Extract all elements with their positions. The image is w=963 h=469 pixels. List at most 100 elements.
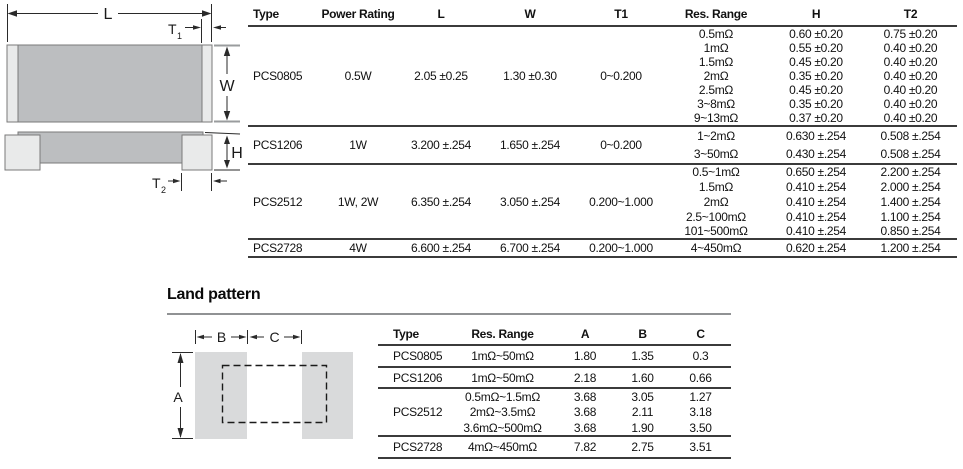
chip-top-view	[6, 44, 213, 123]
h-cell: 0.410 ±.254	[785, 179, 846, 194]
h-label: H	[231, 145, 243, 162]
t2-cell: 0.508 ±.254	[880, 147, 941, 161]
terminal-right	[181, 134, 213, 171]
t1-cell: 0.200~1.000	[589, 241, 653, 255]
spec-row: 1.5mΩ 0.45 ±0.20 0.40 ±0.20	[248, 55, 957, 69]
range-cell: 0.5mΩ~1.5mΩ	[464, 389, 540, 404]
h-cell: 0.60 ±0.20	[789, 27, 843, 41]
type-cell: PCS2728	[393, 440, 443, 454]
spec-header-type: Type	[248, 0, 316, 27]
b-cell: 1.90	[631, 420, 654, 435]
t2-cell: 2.200 ±.254	[880, 165, 941, 179]
land-row: PCS0805 1mΩ~50mΩ 1.80 1.35 0.3	[378, 345, 731, 367]
w-cell: 3.050 ±.254	[499, 194, 560, 209]
spec-row: 1.5mΩ 0.410 ±.254 2.000 ±.254	[248, 179, 957, 194]
t1-cell: 0.200~1.000	[589, 194, 653, 209]
spec-row: PCS0805 0.5W 2.05 ±0.25 1.30 ±0.30 0~0.2…	[248, 26, 957, 83]
land-table-header: Type Res. Range A B C	[378, 321, 731, 346]
h-cell: 0.410 ±.254	[785, 224, 846, 238]
spec-row: PCS2728 4W 6.600 ±.254 6.700 ±.254 0.200…	[248, 239, 957, 257]
range-cell: 2mΩ	[703, 69, 729, 83]
spec-header-w: W	[482, 0, 578, 27]
power-cell: 1W, 2W	[337, 194, 379, 209]
range-cell: 1mΩ~50mΩ	[471, 370, 534, 385]
spec-row: 2mΩ 0.35 ±0.20 0.40 ±0.20	[248, 69, 957, 83]
h-cell: 0.55 ±0.20	[789, 41, 843, 55]
a-cell: 1.80	[573, 349, 597, 363]
a-cell: 3.68	[573, 389, 597, 404]
h-cell: 0.430 ±.254	[785, 147, 846, 161]
land-row: PCS2512 0.5mΩ~1.5mΩ 3.68 3.05 1.27	[378, 388, 731, 420]
land-group-pcs2512: PCS2512 0.5mΩ~1.5mΩ 3.68 3.05 1.27 2mΩ~3…	[378, 388, 731, 436]
w-cell: 1.30 ±0.30	[503, 69, 557, 83]
land-pattern-rule	[167, 313, 731, 315]
a-cell: 3.68	[573, 420, 597, 435]
b-label: B	[217, 329, 226, 345]
chip-dimension-diagram: L T 1 W H T 2	[4, 4, 243, 195]
power-cell: 0.5W	[344, 69, 372, 83]
range-cell: 1mΩ~50mΩ	[471, 349, 534, 363]
w-cell: 6.700 ±.254	[499, 241, 560, 255]
range-cell: 4mΩ~450mΩ	[468, 440, 537, 454]
spec-row: 2mΩ 0.410 ±.254 1.400 ±.254	[248, 194, 957, 209]
land-pattern-table: Type Res. Range A B C PCS0805 1mΩ~50mΩ 1…	[378, 321, 731, 459]
c-cell: 3.18	[689, 405, 712, 419]
spec-group-pcs2728: PCS2728 4W 6.600 ±.254 6.700 ±.254 0.200…	[248, 239, 957, 257]
h-cell: 0.35 ±0.20	[789, 69, 843, 83]
t1-label: T	[168, 21, 177, 37]
land-row: PCS2728 4mΩ~450mΩ 7.82 2.75 3.51	[378, 436, 731, 458]
power-cell: 4W	[349, 241, 367, 255]
t2-dimension: T 2	[152, 173, 227, 195]
type-cell: PCS1206	[253, 138, 303, 152]
l-cell: 2.05 ±0.25	[414, 69, 468, 83]
land-group-pcs1206: PCS1206 1mΩ~50mΩ 2.18 1.60 0.66	[378, 367, 731, 388]
land-row: PCS1206 1mΩ~50mΩ 2.18 1.60 0.66	[378, 367, 731, 388]
range-cell: 0.5mΩ	[698, 27, 734, 41]
chip-body-side	[17, 131, 204, 164]
range-cell: 101~500mΩ	[684, 224, 748, 238]
range-cell: 2.5mΩ	[698, 83, 734, 97]
spec-row: PCS1206 1W 3.200 ±.254 1.650 ±.254 0~0.2…	[248, 126, 957, 152]
w-dimension: W	[214, 44, 240, 123]
t2-cell: 1.200 ±.254	[880, 241, 941, 255]
l-arrowhead-right	[202, 10, 212, 17]
h-cell: 0.410 ±.254	[785, 209, 846, 224]
c-cell: 0.3	[692, 349, 709, 363]
w-cell: 1.650 ±.254	[499, 138, 560, 152]
h-cell: 0.45 ±0.20	[789, 55, 843, 69]
h-cell: 0.630 ±.254	[785, 129, 846, 143]
c-cell: 0.66	[689, 370, 712, 385]
b-cell: 2.75	[631, 440, 654, 454]
l-dimension	[7, 4, 212, 42]
type-cell: PCS0805	[393, 349, 443, 363]
h-cell: 0.45 ±0.20	[789, 83, 843, 97]
spec-row: 2.5mΩ 0.45 ±0.20 0.40 ±0.20	[248, 83, 957, 97]
type-cell: PCS2512	[253, 194, 303, 209]
range-cell: 3~8mΩ	[697, 97, 735, 111]
spec-group-pcs1206: PCS1206 1W 3.200 ±.254 1.650 ±.254 0~0.2…	[248, 126, 957, 164]
c-label: C	[269, 329, 279, 345]
land-header-b: B	[615, 321, 670, 346]
c-cell: 3.50	[689, 420, 712, 435]
spec-group-pcs0805: PCS0805 0.5W 2.05 ±0.25 1.30 ±0.30 0~0.2…	[248, 26, 957, 126]
a-label: A	[173, 389, 183, 405]
t2-cell: 0.40 ±0.20	[883, 97, 938, 111]
spec-row: 3~8mΩ 0.35 ±0.20 0.40 ±0.20	[248, 97, 957, 111]
c-dimension: C	[249, 329, 302, 345]
l-cell: 6.600 ±.254	[410, 241, 471, 255]
spec-row: 2.5~100mΩ 0.410 ±.254 1.100 ±.254	[248, 209, 957, 224]
t2-cell: 0.40 ±0.20	[883, 111, 938, 125]
spec-row: 9~13mΩ 0.37 ±0.20 0.40 ±0.20	[248, 111, 957, 126]
spec-row: PCS2512 1W, 2W 6.350 ±.254 3.050 ±.254 0…	[248, 164, 957, 209]
h-cell: 0.410 ±.254	[785, 194, 846, 209]
l-arrowhead-left	[7, 10, 17, 17]
t1-cell: 0~0.200	[600, 69, 642, 83]
range-cell: 3~50mΩ	[693, 147, 739, 161]
spec-row: 101~500mΩ 0.410 ±.254 0.850 ±.254	[248, 224, 957, 239]
land-row: 2mΩ~3.5mΩ 3.68 2.11 3.18	[378, 404, 731, 420]
type-cell: PCS2728	[253, 241, 303, 255]
t2-cell: 0.40 ±0.20	[883, 83, 938, 97]
t2-cell: 1.400 ±.254	[880, 194, 941, 209]
land-header-type: Type	[378, 321, 450, 346]
